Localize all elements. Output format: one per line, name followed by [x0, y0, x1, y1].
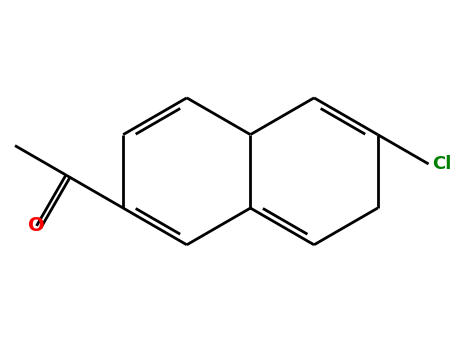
- Text: O: O: [28, 216, 45, 236]
- Text: Cl: Cl: [432, 155, 452, 173]
